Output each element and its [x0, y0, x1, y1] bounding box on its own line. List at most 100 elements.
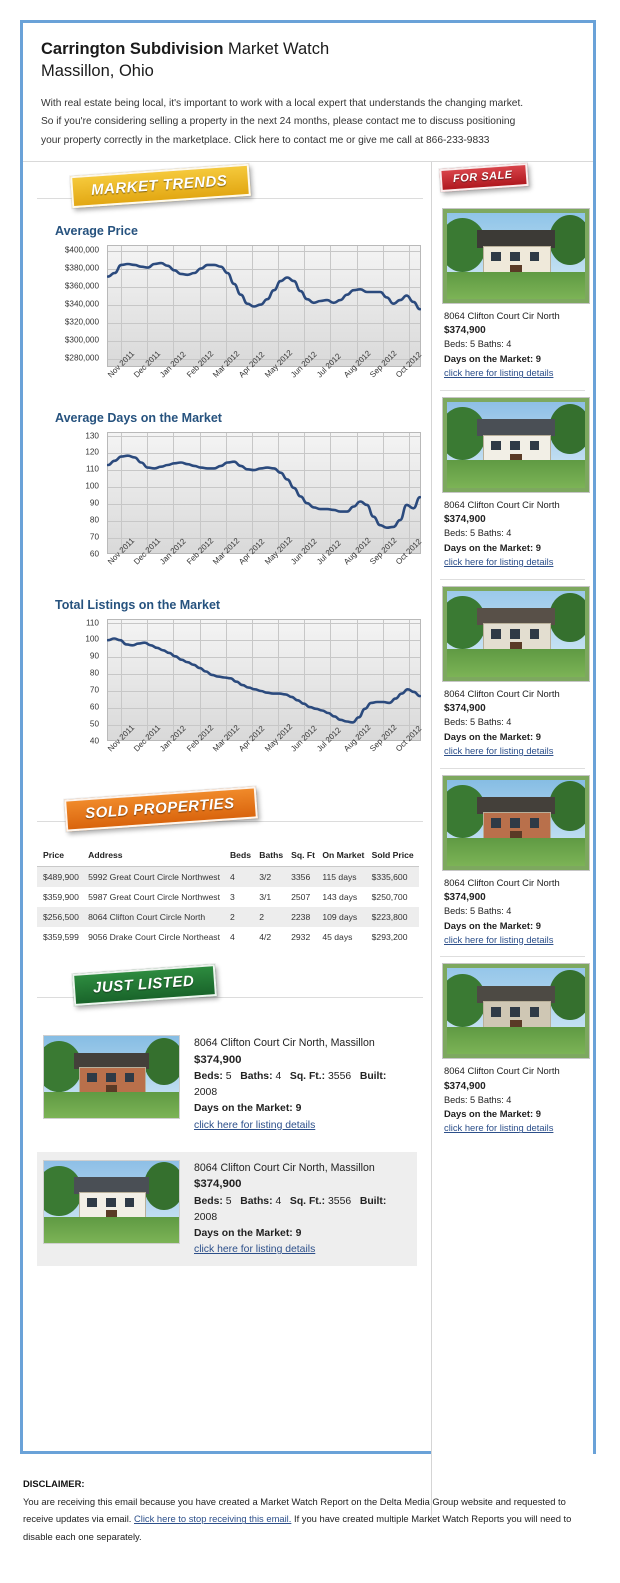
listing-details-link[interactable]: click here for listing details — [444, 1122, 554, 1134]
for-sale-listing-card[interactable]: 8064 Clifton Court Cir North $374,900 Beds… — [440, 580, 590, 769]
gridline-horizontal — [108, 269, 420, 271]
listing-beds-baths: Beds: 5 Baths: 4 — [444, 905, 512, 916]
listing-photo[interactable] — [442, 396, 590, 493]
sold-final-price: $223,800 — [369, 907, 419, 928]
gridline-vertical — [330, 620, 331, 741]
y-tick-label: 120 — [85, 447, 99, 457]
listing-details: 8064 Clifton Court Cir North $374,900 Beds… — [442, 687, 583, 759]
gridline-horizontal — [108, 359, 420, 361]
just-listed-card[interactable]: 8064 Clifton Court Cir North, Massillon $… — [37, 1151, 417, 1267]
gridline-vertical — [226, 433, 227, 554]
x-axis-labels: Nov 2011 Dec 2011 Jan 2012 Feb 2012 Mar 2012… — [106, 535, 423, 596]
listing-details: 8064 Clifton Court Cir North, Massillon $… — [194, 1160, 411, 1259]
body-columns: MARKET TRENDS Average Price $400,000 $380… — [23, 161, 593, 1524]
divider — [37, 821, 423, 823]
unsubscribe-link[interactable]: Click here to stop receiving this email. — [134, 1513, 292, 1525]
report-frame: Carrington Subdivision Market Watch Mass… — [20, 20, 596, 1524]
table-row: $256,500 8064 Clifton Court Circle North 2… — [37, 907, 419, 928]
listing-details-link[interactable]: click here for listing details — [444, 367, 554, 379]
door — [510, 831, 522, 844]
sold-properties-table: Price Address Beds Baths Sq. Ft On Marke… — [37, 845, 419, 947]
lawn — [447, 271, 585, 300]
lawn — [447, 460, 585, 488]
intro-line-2: So if you're considering selling a prope… — [41, 116, 516, 128]
gridline-vertical — [173, 620, 174, 741]
listing-details-link[interactable]: click here for listing details — [444, 555, 554, 567]
window — [491, 629, 501, 639]
sold-final-price: $335,600 — [369, 866, 419, 888]
col-address: Address — [86, 845, 228, 868]
days-line-series — [107, 454, 421, 530]
window — [529, 440, 540, 451]
gridline-horizontal — [108, 623, 420, 625]
gridline-vertical — [252, 620, 253, 741]
gridline-vertical — [226, 246, 227, 367]
roof — [477, 985, 555, 1003]
gridline-vertical — [278, 620, 279, 741]
listing-photo[interactable] — [442, 774, 590, 871]
main-column: MARKET TRENDS Average Price $400,000 $380… — [23, 162, 431, 1523]
col-price: Price — [37, 845, 87, 868]
door — [510, 453, 522, 466]
gridline-vertical — [200, 246, 201, 367]
intro-paragraph: With real estate being local, it's impor… — [41, 95, 575, 152]
door — [510, 264, 522, 277]
window — [106, 1073, 116, 1083]
for-sale-listing-card[interactable]: 8064 Clifton Court Cir North $374,900 Beds… — [440, 769, 590, 958]
door — [510, 642, 522, 655]
gridline-horizontal — [108, 487, 420, 489]
y-tick-label: $280,000 — [64, 353, 99, 363]
listing-days-on-market: Days on the Market: 9 — [444, 353, 541, 365]
for-sale-listing-card[interactable]: 8064 Clifton Court Cir North $374,900 Beds… — [440, 202, 590, 391]
roof — [477, 796, 555, 814]
just-listed-card[interactable]: 8064 Clifton Court Cir North, Massillon $… — [37, 1027, 417, 1142]
sold-beds: 4 — [229, 932, 235, 943]
sold-final-price: $293,200 — [371, 932, 408, 943]
chart-average-price: Average Price $400,000 $380,000 $360,000 $3… — [23, 224, 431, 405]
listing-days-on-market: Days on the Market: 9 — [444, 919, 541, 931]
listing-details-link[interactable]: click here for listing details — [194, 1244, 316, 1256]
gridline-vertical — [200, 433, 201, 554]
listing-photo[interactable] — [442, 963, 590, 1060]
window — [491, 440, 501, 451]
window — [491, 1007, 501, 1017]
table-row: $359,900 5987 Great Court Circle Northwes… — [37, 887, 419, 907]
gridline-vertical — [121, 620, 122, 741]
listing-details-link[interactable]: click here for listing details — [444, 744, 554, 756]
sold-properties-banner: SOLD PROPERTIES — [63, 785, 259, 834]
for-sale-listing-card[interactable]: 8064 Clifton Court Cir North $374,900 Beds… — [440, 957, 590, 1145]
gridline-vertical — [330, 433, 331, 554]
door — [106, 1209, 117, 1222]
gridline-horizontal — [108, 657, 420, 659]
sold-price-list: $256,500 — [37, 907, 87, 928]
sold-on-market: 45 days — [322, 932, 353, 943]
listing-details-link[interactable]: click here for listing details — [194, 1119, 316, 1131]
tree-icon — [549, 970, 585, 1020]
just-listed-banner: JUST LISTED — [71, 962, 219, 1008]
roof — [477, 607, 555, 626]
listing-photo[interactable] — [442, 208, 590, 305]
built-value: 2008 — [194, 1211, 218, 1223]
price-line-series — [107, 261, 421, 311]
just-listed-list: 8064 Clifton Court Cir North, Massillon $… — [23, 1027, 431, 1267]
listing-price: $374,900 — [194, 1178, 242, 1191]
gridline-vertical — [226, 620, 227, 741]
listing-address: 8064 Clifton Court Cir North — [444, 498, 560, 510]
sold-price-list: $359,599 — [43, 932, 79, 943]
for-sale-listing-card[interactable]: 8064 Clifton Court Cir North $374,900 Beds… — [440, 391, 590, 580]
intro-line-1: With real estate being local, it's impor… — [41, 97, 524, 109]
listing-photo[interactable] — [43, 1035, 180, 1120]
beds-value: 5 — [225, 1071, 232, 1083]
gridline-vertical — [383, 620, 384, 741]
listing-photo[interactable] — [442, 585, 590, 682]
page-title: Carrington Subdivision Market Watch — [41, 39, 575, 61]
chart-title: Average Days on the Market — [55, 411, 222, 426]
chart-canvas: 110 100 90 80 70 60 50 40 Nov 2011 Dec 2011 Jan 2… — [37, 618, 423, 779]
sold-price-list: $489,900 — [37, 866, 87, 888]
gridline-horizontal — [108, 436, 420, 438]
listing-photo[interactable] — [43, 1159, 180, 1244]
listing-details-link[interactable]: click here for listing details — [444, 933, 554, 945]
table-row: $359,599 9056 Drake Court Circle Northeas… — [37, 927, 419, 947]
x-axis-labels: Nov 2011 Dec 2011 Jan 2012 Feb 2012 Mar 2012… — [106, 722, 423, 783]
